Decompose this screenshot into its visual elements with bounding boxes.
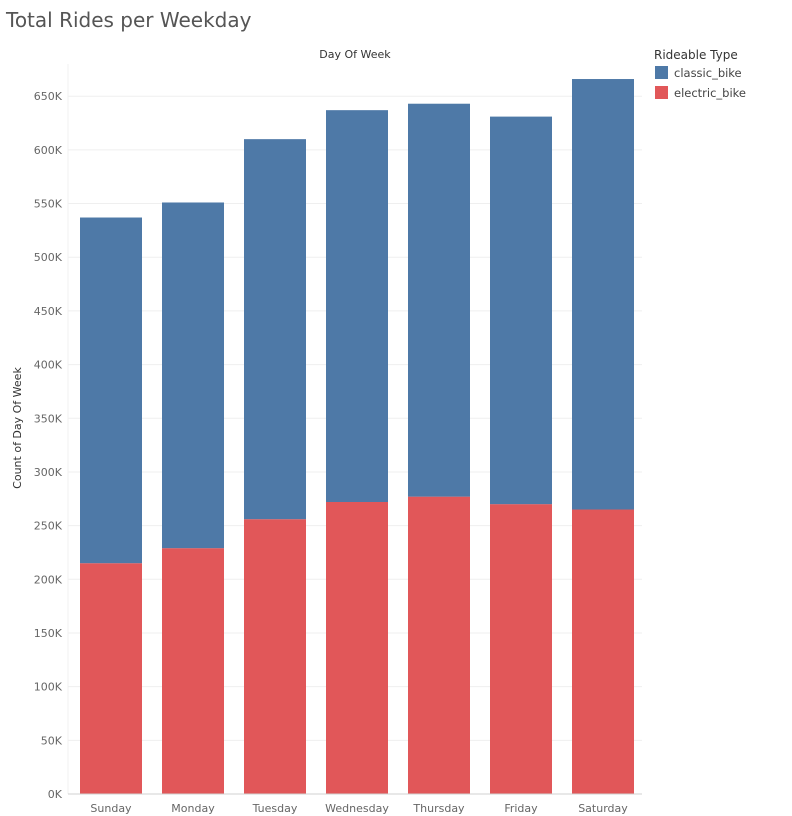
bar-electric_bike-monday xyxy=(162,548,224,794)
bar-electric_bike-friday xyxy=(490,504,552,794)
x-tick-label: Thursday xyxy=(412,802,465,815)
bar-electric_bike-sunday xyxy=(80,563,142,794)
x-tick-label: Monday xyxy=(171,802,215,815)
y-tick-label: 300K xyxy=(34,466,63,479)
y-tick-label: 250K xyxy=(34,520,63,533)
x-axis-ticks: Sunday Monday Tuesday Wednesday Thursday Frid… xyxy=(90,802,628,815)
y-axis-ticks: 0K 50K 100K 150K 200K 250K 300K 350K 400K 450K 500… xyxy=(34,90,63,801)
legend-items: classic_bike electric_bike xyxy=(655,66,746,100)
y-tick-label: 500K xyxy=(34,251,63,264)
x-tick-label: Wednesday xyxy=(325,802,389,815)
y-tick-label: 100K xyxy=(34,681,63,694)
y-tick-label: 200K xyxy=(34,573,63,586)
y-tick-label: 650K xyxy=(34,90,63,103)
y-tick-label: 400K xyxy=(34,359,63,372)
x-tick-label: Friday xyxy=(504,802,538,815)
chart-title: Total Rides per Weekday xyxy=(6,8,252,32)
y-tick-label: 0K xyxy=(48,788,63,801)
bar-classic_bike-friday xyxy=(490,116,552,505)
legend-label-electric_bike: electric_bike xyxy=(674,86,746,100)
column-header: Day Of Week xyxy=(319,48,391,61)
bar-classic_bike-tuesday xyxy=(244,139,306,520)
bar-classic_bike-thursday xyxy=(408,103,470,497)
bar-electric_bike-saturday xyxy=(572,509,634,794)
y-tick-label: 450K xyxy=(34,305,63,318)
y-tick-label: 350K xyxy=(34,412,63,425)
legend-label-classic_bike: classic_bike xyxy=(674,66,742,80)
y-axis-title: Count of Day Of Week xyxy=(11,367,24,489)
x-tick-label: Tuesday xyxy=(252,802,298,815)
bar-classic_bike-monday xyxy=(162,202,224,549)
bar-electric_bike-wednesday xyxy=(326,502,388,794)
y-tick-label: 550K xyxy=(34,198,63,211)
y-tick-label: 600K xyxy=(34,144,63,157)
bar-classic_bike-sunday xyxy=(80,217,142,564)
x-tick-label: Sunday xyxy=(90,802,132,815)
bar-electric_bike-tuesday xyxy=(244,519,306,794)
legend: Rideable Type classic_bike electric_bike xyxy=(654,48,746,100)
legend-swatch-classic_bike xyxy=(655,66,668,79)
y-tick-label: 50K xyxy=(41,734,63,747)
legend-title: Rideable Type xyxy=(654,48,738,62)
bar-classic_bike-wednesday xyxy=(326,110,388,502)
bars xyxy=(80,79,634,794)
y-tick-label: 150K xyxy=(34,627,63,640)
bar-electric_bike-thursday xyxy=(408,496,470,794)
x-tick-label: Saturday xyxy=(578,802,628,815)
bar-classic_bike-saturday xyxy=(572,79,634,510)
legend-swatch-electric_bike xyxy=(655,86,668,99)
